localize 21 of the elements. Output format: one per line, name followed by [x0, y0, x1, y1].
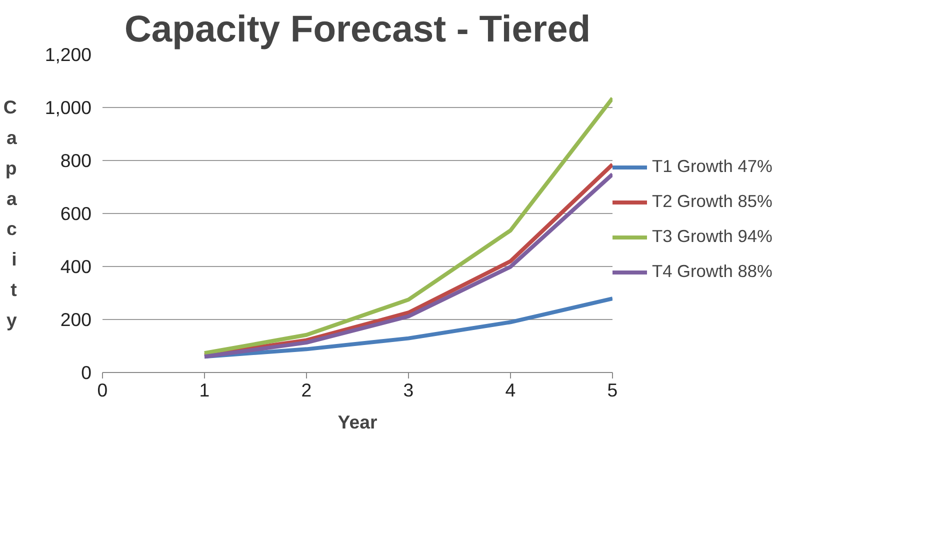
x-tick-label: 3: [403, 380, 414, 400]
x-tick-label: 5: [607, 380, 618, 400]
legend-label: T4 Growth 88%: [652, 261, 772, 282]
legend-label: T3 Growth 94%: [652, 226, 772, 247]
y-tick-label: 800: [60, 150, 92, 171]
x-tick-label: 2: [301, 380, 312, 400]
y-tick-label: 600: [60, 203, 92, 224]
y-axis-title: Capacity: [3, 96, 18, 331]
chart-title: Capacity Forecast - Tiered: [124, 8, 591, 50]
y-tick-label: 0: [81, 362, 92, 383]
x-tick-label: 4: [505, 380, 516, 400]
x-axis-title: Year: [338, 412, 378, 432]
y-tick-label: 400: [60, 256, 92, 277]
y-tick-label: 1,000: [44, 97, 92, 118]
y-tick-label: 200: [60, 309, 92, 330]
legend-label: T1 Growth 47%: [652, 156, 772, 177]
line-series: [202, 96, 612, 356]
y-tick-label: 1,200: [44, 44, 92, 65]
x-tick-label: 1: [199, 380, 210, 400]
x-tick-label: 0: [97, 380, 108, 400]
legend-label: T2 Growth 85%: [652, 191, 772, 212]
